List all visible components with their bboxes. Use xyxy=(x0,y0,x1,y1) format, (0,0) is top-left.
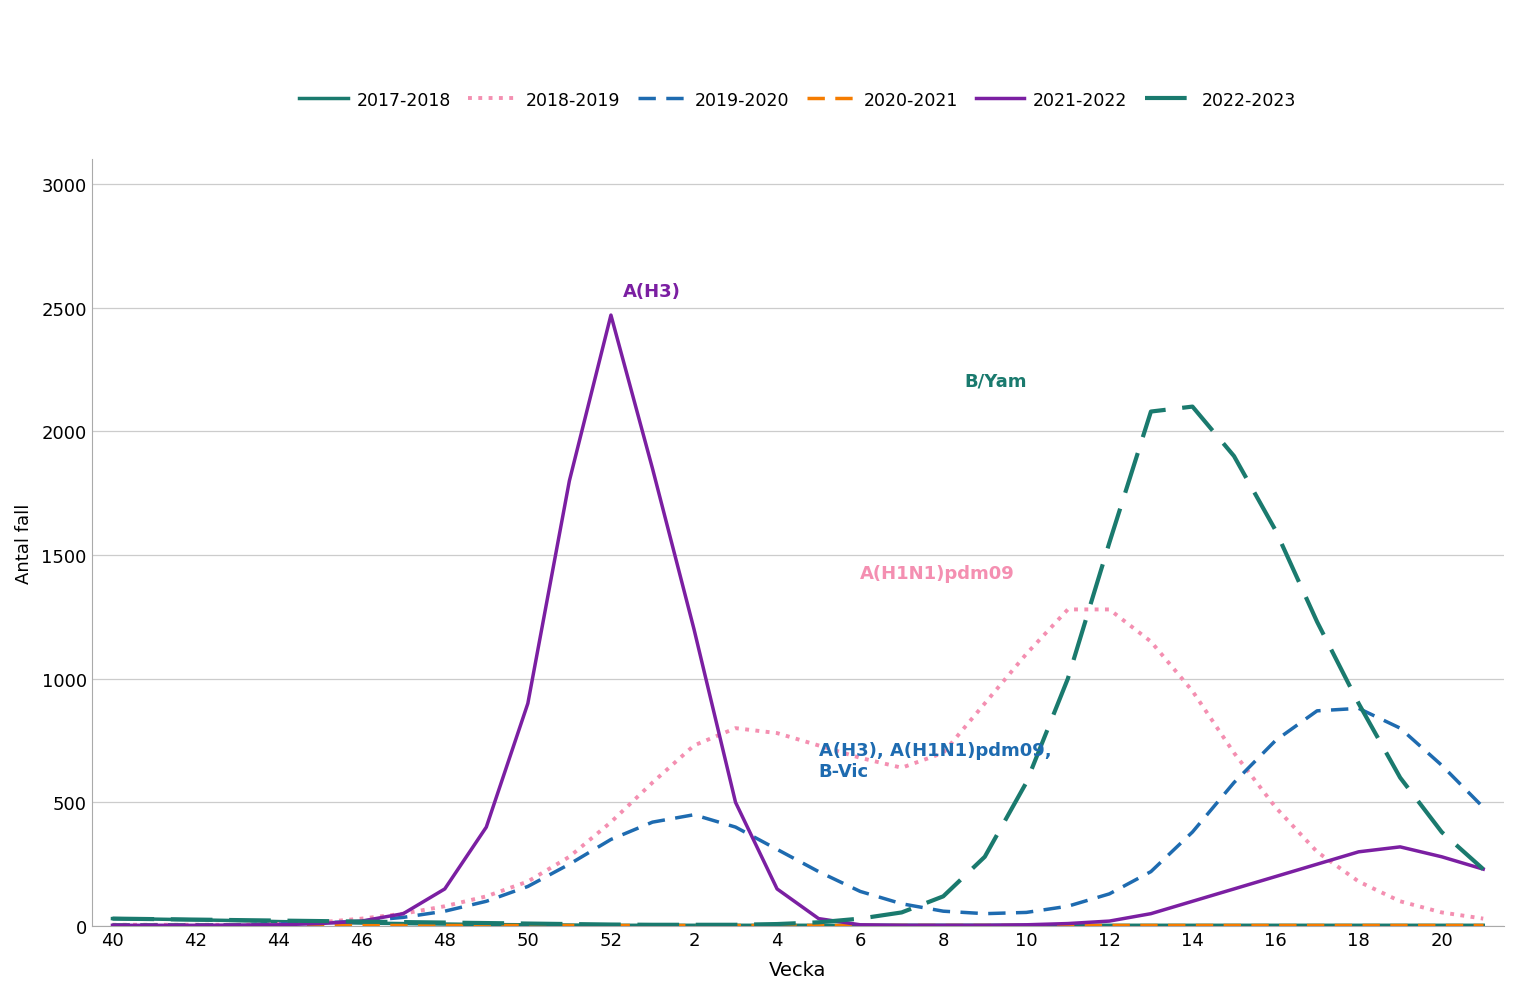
X-axis label: Vecka: Vecka xyxy=(769,960,826,979)
Text: A(H3): A(H3) xyxy=(623,283,681,301)
Text: A(H1N1)pdm09: A(H1N1)pdm09 xyxy=(860,565,1015,582)
Text: B/Yam: B/Yam xyxy=(965,372,1027,390)
Legend: 2017-2018, 2018-2019, 2019-2020, 2020-2021, 2021-2022, 2022-2023: 2017-2018, 2018-2019, 2019-2020, 2020-20… xyxy=(292,84,1303,116)
Text: A(H3), A(H1N1)pdm09,
B-Vic: A(H3), A(H1N1)pdm09, B-Vic xyxy=(819,742,1051,780)
Y-axis label: Antal fall: Antal fall xyxy=(15,503,33,583)
